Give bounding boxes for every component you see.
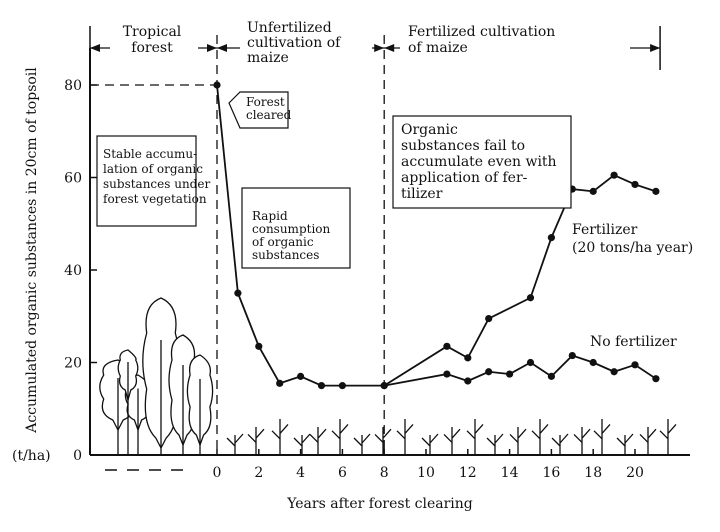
maize-sprout-icon: [396, 419, 414, 455]
series-line-1: [384, 354, 657, 387]
annotation-box: [392, 115, 572, 209]
maize-sprout-icon: [226, 433, 244, 455]
data-point: [506, 370, 514, 378]
series-line-0: [216, 84, 657, 387]
data-point: [213, 81, 221, 89]
data-point: [631, 361, 639, 369]
phase-label-unfertilized: Unfertilized cultivation of maize: [247, 20, 342, 66]
annotation-box: [96, 135, 197, 227]
data-point: [234, 289, 242, 297]
x-tick-label: 2: [254, 465, 263, 481]
data-point: [610, 368, 618, 376]
x-tick-label: 20: [626, 465, 644, 481]
annotation-rapid: Rapid consumption of organic substances: [252, 209, 331, 262]
data-point: [526, 294, 535, 302]
arrowhead-icon: [217, 44, 227, 52]
maize-sprout-icon: [309, 427, 327, 455]
maize-sprout-icon: [271, 419, 289, 455]
maize-sprout-icon: [353, 433, 371, 455]
maize-sprout-icon: [466, 419, 484, 455]
phase-label-bg: [110, 22, 198, 62]
annotation-box: [241, 187, 351, 269]
forest-illustration: [99, 297, 214, 455]
y-tick-label: 0: [73, 448, 82, 464]
data-point: [443, 370, 451, 378]
y-tick-label: 60: [64, 171, 82, 187]
maize-sprout-icon: [486, 433, 504, 455]
data-point: [610, 171, 618, 179]
maize-sprouts: [226, 419, 677, 455]
maize-sprout-icon: [421, 433, 439, 455]
x-tick-label: 16: [542, 465, 560, 481]
data-point: [464, 354, 472, 362]
arrowhead-icon: [650, 44, 661, 52]
annotation-fail: Organic substances fail to accumulate even…: [401, 122, 557, 202]
y-tick-label: 20: [64, 356, 82, 372]
y-tick-label: 40: [64, 263, 82, 279]
maize-sprout-icon: [443, 427, 461, 455]
x-tick-label: 0: [213, 465, 222, 481]
x-tick-label: 4: [296, 465, 305, 481]
maize-sprout-icon: [639, 427, 657, 455]
arrowhead-icon: [374, 44, 385, 52]
data-point: [485, 368, 493, 376]
data-point: [276, 379, 284, 387]
y-axis-unit: (t/ha): [12, 448, 51, 464]
phase-label-bg: [400, 22, 630, 62]
series-label-fertilizer: Fertilizer (20 tons/ha year): [572, 222, 693, 256]
maize-sprout-icon: [551, 433, 569, 455]
y-tick-label: 80: [64, 78, 82, 94]
data-point: [297, 372, 305, 380]
data-point: [547, 234, 556, 242]
data-point: [652, 187, 660, 195]
x-tick-label: 8: [380, 465, 389, 481]
data-point: [547, 372, 556, 380]
data-point: [443, 342, 451, 350]
maize-sprout-icon: [573, 427, 591, 455]
arrowhead-icon: [90, 44, 100, 52]
data-point: [589, 187, 597, 195]
data-point: [464, 377, 472, 385]
maize-sprout-icon: [659, 419, 677, 455]
data-point: [317, 382, 326, 390]
data-point: [485, 314, 493, 323]
maize-sprout-icon: [593, 419, 611, 455]
data-point: [589, 358, 597, 367]
maize-sprout-icon: [247, 427, 265, 455]
phase-label-forest: Tropical forest: [123, 24, 182, 56]
arrowhead-icon: [384, 44, 395, 52]
maize-sprout-icon: [531, 419, 549, 455]
x-tick-label: 6: [338, 465, 347, 481]
y-axis-label: Accumulated organic substances in 20cm o…: [24, 67, 40, 434]
data-point: [380, 382, 388, 390]
x-tick-label: 12: [459, 465, 477, 481]
phase-label-bg: [240, 18, 372, 70]
data-point: [652, 375, 660, 383]
data-point: [255, 342, 263, 350]
data-point: [631, 180, 639, 189]
arrowhead-icon: [207, 44, 217, 52]
x-axis-label: Years after forest clearing: [286, 496, 473, 512]
data-point: [568, 351, 576, 360]
series-label-no-fertilizer: No fertilizer: [590, 334, 677, 350]
maize-sprout-icon: [509, 427, 527, 455]
annotation-forest-cleared: Forest cleared: [246, 95, 292, 122]
data-point: [338, 382, 346, 390]
data-point: [526, 358, 535, 367]
maize-sprout-icon: [616, 433, 634, 455]
annotation-stable: Stable accumu-lation of organic substance…: [103, 147, 210, 206]
forest-cleared-callout: [228, 91, 289, 129]
phase-label-fertilized: Fertilized cultivation of maize: [408, 24, 555, 56]
x-tick-label: 14: [501, 465, 519, 481]
x-tick-label: 18: [584, 465, 602, 481]
maize-sprout-icon: [374, 427, 392, 455]
maize-sprout-icon: [331, 419, 349, 455]
x-tick-label: 10: [417, 465, 435, 481]
maize-sprout-icon: [293, 433, 311, 455]
